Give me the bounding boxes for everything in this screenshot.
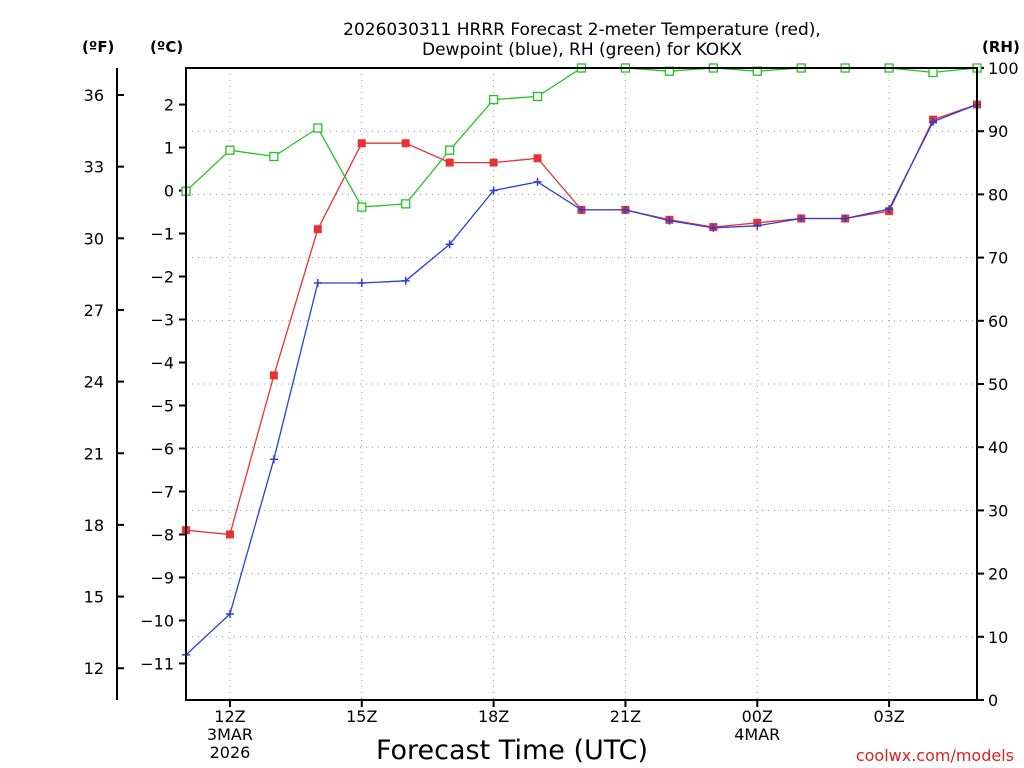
temperature-point (313, 225, 322, 234)
dewpoint-point (269, 455, 278, 464)
rh-tick-label: 40 (988, 438, 1008, 457)
rh-tick-label: 50 (988, 375, 1008, 394)
dewpoint-point (225, 610, 234, 619)
temperature-point (533, 154, 542, 163)
temperature-point (401, 139, 410, 148)
rh-tick-label: 60 (988, 312, 1008, 331)
dewpoint-point (577, 205, 586, 214)
dewpoint-point (401, 276, 410, 285)
celsius-tick-label: 0 (164, 182, 174, 201)
chart-title-line2: Dewpoint (blue), RH (green) for KOKX (422, 40, 742, 60)
rh-point (269, 151, 279, 162)
temperature-point (269, 371, 278, 380)
rh-point (225, 145, 235, 155)
celsius-tick-label: −11 (140, 654, 174, 673)
dewpoint-point (621, 205, 630, 214)
time-tick-label: 4MAR (734, 725, 780, 744)
fahrenheit-tick-label: 12 (84, 659, 104, 678)
fahrenheit-tick-label: 27 (84, 301, 104, 320)
dewpoint-point (797, 214, 806, 223)
rh-point (401, 199, 411, 209)
rh-tick-label: 70 (988, 249, 1008, 268)
dewpoint-point (885, 205, 894, 214)
fahrenheit-tick-label: 30 (84, 229, 104, 248)
dewpoint-point (929, 117, 938, 126)
dewpoint-point (445, 240, 454, 249)
series-layer (181, 63, 982, 659)
celsius-tick-label: −2 (150, 268, 174, 287)
rh-tick-label: 100 (988, 59, 1019, 78)
rh-point (313, 123, 323, 133)
fahrenheit-tick-label: 15 (84, 588, 104, 607)
plot-frame (185, 67, 978, 701)
rh-tick-label: 80 (988, 185, 1008, 204)
time-tick-label: 2026 (210, 743, 251, 762)
dewpoint-point (357, 278, 366, 287)
rh-tick-label: 10 (988, 628, 1008, 647)
time-tick-label: 00Z (742, 707, 773, 726)
celsius-tick-label: −8 (150, 525, 174, 544)
rh-tick-label: 90 (988, 122, 1008, 141)
time-tick-label: 3MAR (207, 725, 253, 744)
fahrenheit-tick-label: 33 (84, 158, 104, 177)
celsius-tick-label: 2 (164, 96, 174, 115)
rh-tick-label: 20 (988, 565, 1008, 584)
dewpoint-point (841, 214, 850, 223)
temperature-point (445, 158, 454, 167)
fahrenheit-tick-label: 24 (84, 373, 104, 392)
time-tick-label: 12Z (214, 707, 245, 726)
temperature-line (185, 103, 978, 536)
celsius-tick-label: −9 (150, 568, 174, 587)
x-axis-title: Forecast Time (UTC) (376, 735, 648, 766)
temperature-point (357, 139, 366, 148)
fahrenheit-tick-label: 18 (84, 516, 104, 535)
time-tick-label: 21Z (610, 707, 641, 726)
rh-line (185, 67, 978, 208)
time-tick-label: 03Z (873, 707, 904, 726)
celsius-tick-label: −1 (150, 225, 174, 244)
fahrenheit-unit-label: (ºF) (82, 38, 114, 56)
dewpoint-point (753, 221, 762, 230)
temperature-point (225, 530, 234, 539)
dewpoint-point (533, 177, 542, 186)
celsius-tick-label: −10 (140, 611, 174, 630)
rh-unit-label: (RH) (982, 38, 1020, 56)
watermark: coolwx.com/models (856, 746, 1014, 765)
celsius-tick-label: 1 (164, 139, 174, 158)
chart-title-line1: 2026030311 HRRR Forecast 2-meter Tempera… (343, 20, 821, 40)
fahrenheit-axis: 36 33 30 27 24 21 18 15 12 (84, 86, 124, 678)
rh-tick-label: 0 (988, 691, 998, 710)
dewpoint-point (709, 223, 718, 232)
celsius-tick-label: −6 (150, 439, 174, 458)
rh-point (532, 91, 543, 102)
rh-point (445, 145, 455, 155)
rh-point (488, 94, 499, 105)
celsius-tick-label: −5 (150, 396, 174, 415)
rh-point (928, 67, 938, 78)
celsius-tick-label: −3 (150, 311, 174, 330)
time-tick-label: 18Z (478, 707, 509, 726)
celsius-tick-label: −4 (150, 354, 174, 373)
rh-tick-label: 30 (988, 501, 1008, 520)
celsius-unit-label: (ºC) (150, 38, 183, 56)
fahrenheit-tick-label: 36 (84, 86, 104, 105)
time-tick-label: 15Z (346, 707, 377, 726)
dewpoint-line (185, 103, 978, 656)
celsius-tick-label: −7 (150, 482, 174, 501)
rh-point (357, 202, 367, 212)
fahrenheit-tick-label: 21 (84, 444, 104, 463)
dewpoint-point (313, 278, 322, 287)
dewpoint-point (665, 216, 674, 225)
dewpoint-point (489, 186, 498, 195)
temperature-point (489, 158, 498, 167)
grid-lines (186, 68, 977, 700)
celsius-axis: 2 1 0 −1 −2 −3 −4 −5 −6 −7 −8 −9 −10 −11 (140, 96, 186, 673)
